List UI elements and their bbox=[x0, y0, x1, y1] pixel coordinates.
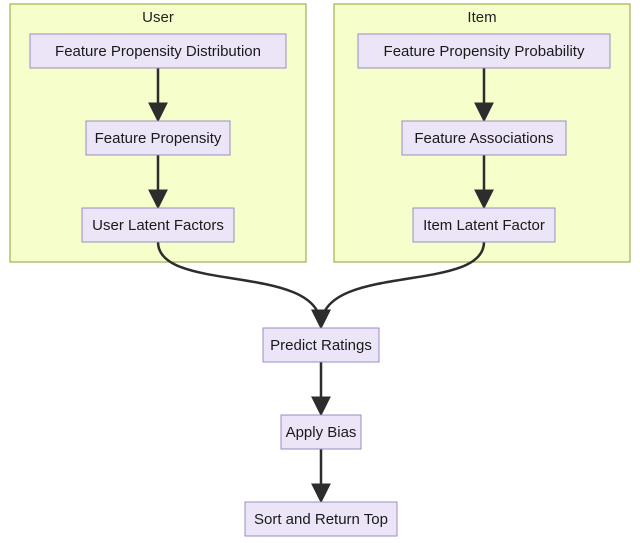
node-label-s: Sort and Return Top bbox=[254, 511, 388, 528]
node-label-b: Apply Bias bbox=[286, 424, 357, 441]
node-label-p: Predict Ratings bbox=[270, 337, 372, 354]
node-label-i2: Feature Associations bbox=[414, 130, 553, 147]
node-label-i3: Item Latent Factor bbox=[423, 217, 545, 234]
group-title-user: User bbox=[142, 9, 174, 26]
node-label-u1: Feature Propensity Distribution bbox=[55, 43, 261, 60]
node-label-u2: Feature Propensity bbox=[95, 130, 222, 147]
node-label-u3: User Latent Factors bbox=[92, 217, 224, 234]
node-label-i1: Feature Propensity Probability bbox=[384, 43, 585, 60]
flowchart: User Item Feature Propensity Distribution… bbox=[0, 0, 640, 543]
group-title-item: Item bbox=[467, 9, 496, 26]
